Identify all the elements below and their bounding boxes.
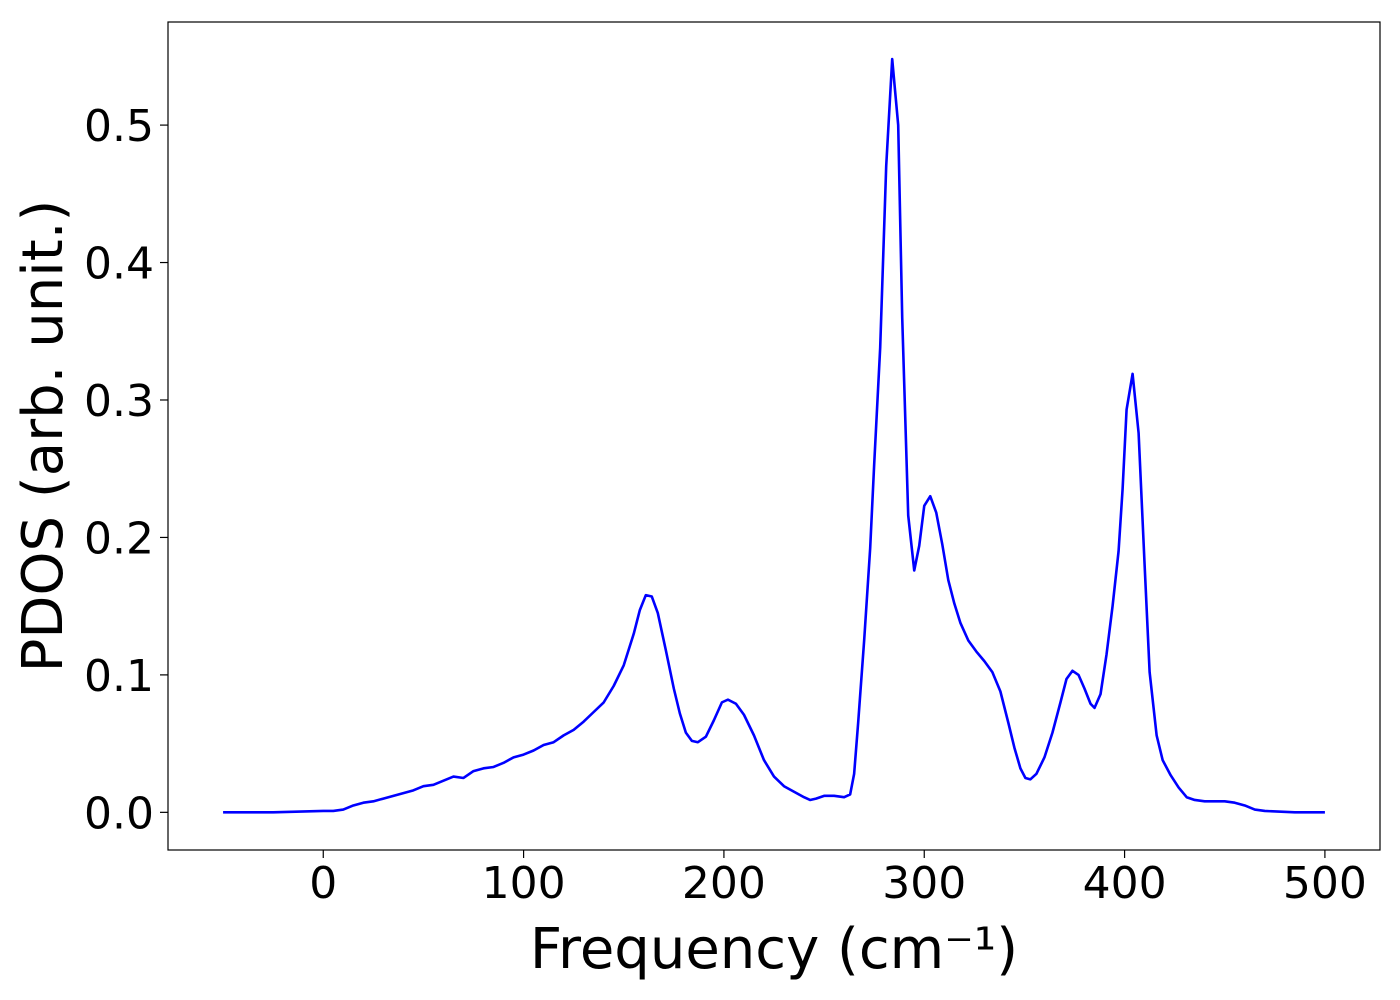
y-tick-label: 0.0 (84, 788, 154, 839)
x-tick-label: 500 (1283, 858, 1367, 909)
plot-frame (167, 21, 1381, 851)
x-tick-label: 300 (882, 858, 966, 909)
line (223, 57, 1325, 814)
x-tick-label: 0 (309, 858, 337, 909)
y-tick-label: 0.3 (84, 376, 154, 427)
x-tick-label: 200 (682, 858, 766, 909)
x-tick-label: 400 (1083, 858, 1167, 909)
y-tick-label: 0.2 (84, 513, 154, 564)
x-tick-label: 100 (482, 858, 566, 909)
x-axis-label: Frequency (cm⁻¹) (530, 917, 1018, 982)
y-tick-label: 0.1 (84, 651, 154, 702)
y-tick-label: 0.5 (84, 101, 154, 152)
y-tick-label: 0.4 (84, 239, 154, 290)
y-axis-label: PDOS (arb. unit.) (11, 200, 76, 673)
